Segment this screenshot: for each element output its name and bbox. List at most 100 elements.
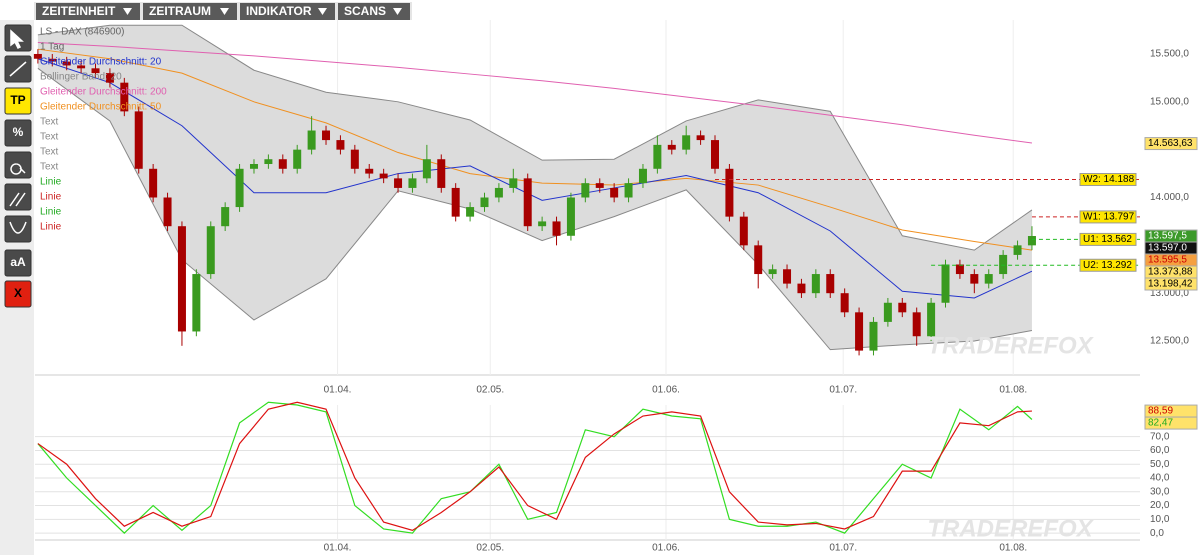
menu-button[interactable] bbox=[338, 3, 410, 20]
candle-body bbox=[653, 144, 662, 169]
level-label: U2: 13.292 bbox=[1083, 260, 1132, 271]
candle-body bbox=[768, 269, 777, 275]
candle-body bbox=[177, 226, 186, 332]
x-tick-label: 01.08. bbox=[999, 385, 1027, 396]
candle-body bbox=[451, 187, 460, 217]
x-tick-label: 01.04. bbox=[324, 385, 352, 396]
tool-icon bbox=[9, 192, 26, 207]
candle-body bbox=[91, 68, 100, 74]
candle-body bbox=[538, 221, 547, 227]
level-box bbox=[1079, 173, 1137, 187]
candle-body bbox=[264, 159, 273, 165]
candle-body bbox=[394, 178, 403, 188]
tool-icon bbox=[10, 29, 24, 50]
candle-body bbox=[754, 245, 763, 275]
candle-body bbox=[149, 168, 158, 198]
price-label: 13.198,42 bbox=[1148, 279, 1193, 290]
candle-body bbox=[581, 183, 590, 198]
candle-body bbox=[494, 187, 503, 198]
candle-body bbox=[984, 274, 993, 284]
tool-button[interactable] bbox=[4, 215, 32, 243]
candle-body bbox=[869, 321, 878, 351]
candle-body bbox=[840, 293, 849, 313]
moving-average bbox=[37, 48, 1033, 251]
y-tick-label: 30,0 bbox=[1150, 486, 1170, 497]
legend-entry: Gleitender Durchschnitt: 20 bbox=[40, 57, 162, 68]
candle-body bbox=[278, 159, 287, 169]
level-box bbox=[1079, 210, 1137, 224]
level-label: W2: 14.188 bbox=[1083, 174, 1135, 185]
legend-entry: Linie bbox=[40, 207, 62, 218]
candle-body bbox=[77, 65, 86, 69]
candle-body bbox=[711, 140, 719, 169]
candle-body bbox=[1027, 236, 1036, 246]
tool-label: TP bbox=[10, 93, 25, 107]
tool-icon bbox=[9, 61, 27, 77]
candle-body bbox=[437, 159, 446, 188]
x-tick-label: 02.05. bbox=[476, 543, 504, 554]
candle-body bbox=[638, 168, 647, 184]
menu-button[interactable] bbox=[143, 3, 237, 20]
y-tick-label: 15.500,0 bbox=[1150, 49, 1189, 60]
watermark: TRADEREFOX bbox=[927, 332, 1094, 359]
watermark: TRADEREFOX bbox=[927, 515, 1094, 542]
menu-label: SCANS bbox=[344, 4, 386, 18]
candle-body bbox=[783, 269, 792, 284]
x-tick-label: 01.07. bbox=[829, 385, 857, 396]
candle-body bbox=[365, 168, 374, 174]
tool-button[interactable] bbox=[4, 119, 32, 147]
tool-button[interactable] bbox=[4, 249, 32, 277]
tool-label: aA bbox=[10, 255, 26, 269]
price-label-box bbox=[1144, 137, 1198, 151]
price-label: 13.597,5 bbox=[1148, 231, 1187, 242]
legend-entry: Gleitender Durchschnitt: 50 bbox=[40, 102, 162, 113]
candle-body bbox=[682, 135, 691, 150]
candle-body bbox=[408, 178, 417, 188]
bollinger-upper bbox=[37, 24, 1033, 251]
candle-body bbox=[739, 216, 748, 246]
y-tick-label: 70,0 bbox=[1150, 431, 1170, 442]
price-label-box bbox=[1144, 277, 1198, 291]
candle-body bbox=[811, 274, 820, 294]
x-tick-label: 01.07. bbox=[829, 543, 857, 554]
candle-body bbox=[955, 264, 964, 275]
tool-button[interactable] bbox=[4, 280, 32, 308]
tool-button[interactable] bbox=[4, 87, 32, 115]
y-tick-label: 12.500,0 bbox=[1150, 336, 1189, 347]
level-label: W1: 13.797 bbox=[1083, 212, 1135, 223]
candle-body bbox=[883, 302, 892, 322]
candle-body bbox=[249, 164, 258, 169]
legend-entry: Text bbox=[40, 162, 59, 173]
bollinger-area bbox=[37, 25, 1032, 350]
candle-body bbox=[1013, 245, 1022, 255]
candle-body bbox=[898, 302, 907, 313]
tool-icon bbox=[9, 221, 27, 234]
candle-body bbox=[221, 207, 230, 227]
y-tick-label: 40,0 bbox=[1150, 473, 1170, 484]
menu-label: INDIKATOR bbox=[246, 4, 312, 18]
y-tick-label: 50,0 bbox=[1150, 459, 1170, 470]
y-tick-label: 20,0 bbox=[1150, 500, 1170, 511]
candle-body bbox=[105, 73, 114, 83]
y-tick-label: 0,0 bbox=[1150, 528, 1164, 539]
candle-body bbox=[667, 144, 676, 150]
moving-average bbox=[37, 41, 1033, 144]
candle-body bbox=[350, 149, 359, 169]
price-label: 88,59 bbox=[1148, 406, 1173, 417]
candle-body bbox=[422, 159, 431, 179]
candle-body bbox=[725, 168, 734, 217]
candle-body bbox=[610, 187, 619, 198]
candle-body bbox=[696, 135, 705, 141]
x-tick-label: 02.05. bbox=[476, 385, 504, 396]
price-label: 14.563,63 bbox=[1148, 138, 1193, 149]
candle-body bbox=[336, 140, 345, 150]
menu-button[interactable] bbox=[36, 3, 140, 20]
candle-body bbox=[33, 53, 42, 59]
dropdown-arrow bbox=[393, 8, 402, 15]
y-tick-label: 13.000,0 bbox=[1150, 288, 1189, 299]
menu-button[interactable] bbox=[240, 3, 335, 20]
tool-button[interactable] bbox=[4, 183, 32, 211]
candle-body bbox=[595, 183, 604, 188]
price-label: 13.373,88 bbox=[1148, 267, 1193, 278]
